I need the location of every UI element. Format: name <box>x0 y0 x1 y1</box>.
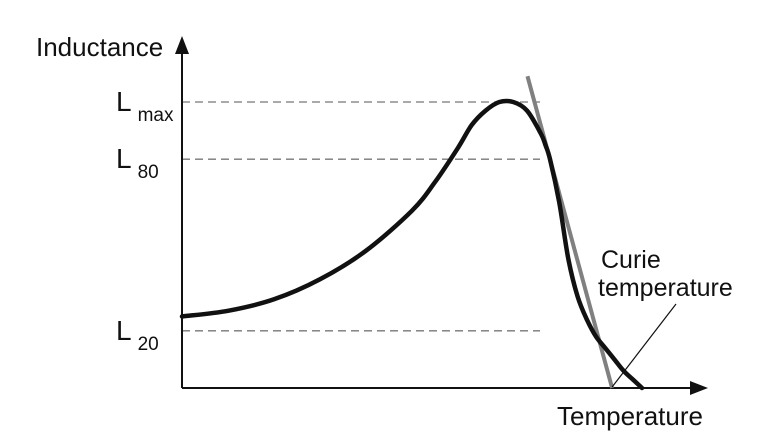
curie-temperature-label: Curie temperature <box>598 246 733 302</box>
series-group <box>179 98 645 391</box>
curie-label-line-1: temperature <box>598 274 733 302</box>
annotations: Curie temperature <box>598 246 733 388</box>
level-label-main: L <box>116 315 132 346</box>
x-axis-arrow <box>690 381 708 395</box>
level-label-2: L 20 <box>116 315 159 355</box>
level-label-sub: max <box>138 105 174 126</box>
level-label-main: L <box>116 143 132 174</box>
curie-label-line-0: Curie <box>601 246 661 274</box>
level-label-1: L 80 <box>116 143 159 183</box>
y-axis-arrow <box>175 36 189 54</box>
y-axis-title: Inductance <box>36 32 163 62</box>
inductance-curve-0 <box>179 98 645 391</box>
level-label-sub: 80 <box>138 162 159 183</box>
x-axis-title: Temperature <box>557 401 703 431</box>
level-label-main: L <box>116 86 132 117</box>
curie-leader-line <box>611 303 677 388</box>
axes: Inductance Temperature <box>36 32 708 431</box>
level-label-sub: 20 <box>138 334 159 355</box>
